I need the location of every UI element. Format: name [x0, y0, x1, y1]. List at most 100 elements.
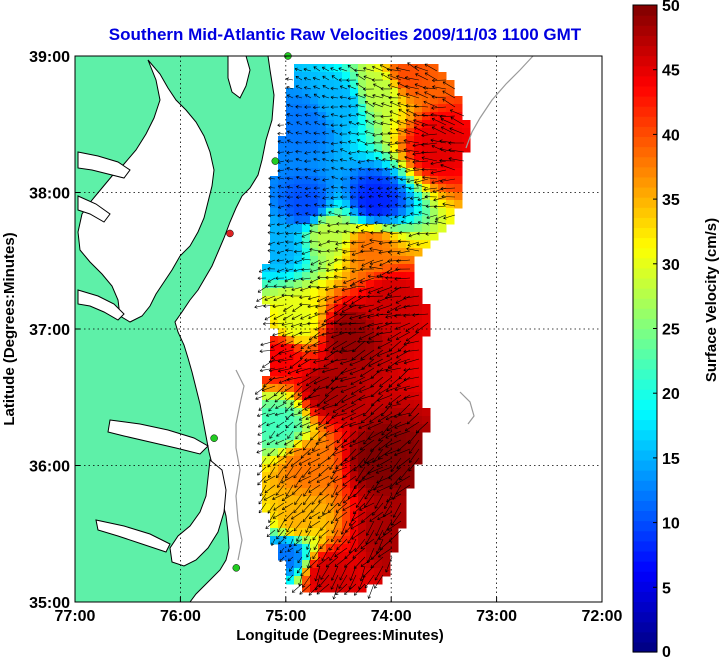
speed-cell — [310, 448, 319, 457]
speed-cell — [302, 296, 311, 305]
velocity-arrow — [324, 304, 339, 313]
velocity-arrow — [385, 556, 393, 573]
velocity-arrow — [332, 448, 348, 456]
speed-cell — [374, 472, 383, 481]
speed-cell — [374, 560, 383, 569]
speed-cell — [310, 520, 319, 529]
velocity-arrow — [410, 212, 420, 216]
velocity-arrow — [304, 105, 312, 109]
velocity-arrow — [387, 84, 402, 90]
velocity-arrow — [313, 85, 321, 90]
speed-cell — [454, 112, 463, 121]
speed-cell — [398, 200, 407, 209]
speed-cell — [358, 544, 367, 553]
velocity-arrow — [297, 556, 303, 564]
velocity-arrow — [347, 131, 357, 135]
velocity-arrow — [376, 349, 393, 357]
speed-cell — [382, 224, 391, 233]
speed-cell — [262, 504, 271, 513]
speed-cell — [302, 416, 311, 425]
speed-cell — [366, 96, 375, 105]
velocity-arrow — [339, 349, 357, 354]
speed-cell — [294, 416, 303, 425]
speed-cell — [398, 464, 407, 473]
speed-cell — [414, 208, 423, 217]
x-tick-label: 74:00 — [371, 608, 412, 625]
velocity-arrow — [286, 121, 294, 126]
colorbar-band — [633, 641, 657, 653]
velocity-arrow — [414, 65, 429, 72]
speed-cell — [358, 72, 367, 81]
speed-cell — [366, 248, 375, 257]
speed-cell — [334, 104, 343, 113]
velocity-arrow — [340, 185, 348, 190]
speed-cell — [374, 128, 383, 137]
speed-cell — [342, 512, 351, 521]
velocity-arrow — [350, 520, 366, 530]
speed-cell — [262, 480, 271, 489]
speed-cell — [406, 264, 415, 273]
colorbar-band — [633, 136, 657, 148]
colorbar-band — [633, 429, 657, 441]
speed-cell — [446, 200, 455, 209]
speed-cell — [286, 264, 295, 273]
velocity-arrow — [359, 439, 375, 451]
speed-cell — [350, 288, 359, 297]
speed-cell — [286, 160, 295, 169]
speed-cell — [278, 248, 287, 257]
velocity-arrow — [305, 194, 312, 198]
colorbar-tick-label: 50 — [662, 0, 680, 15]
velocity-arrow — [261, 385, 276, 392]
velocity-arrow — [296, 195, 303, 199]
speed-cell — [430, 200, 439, 209]
velocity-arrow — [386, 421, 402, 431]
speed-cell — [334, 568, 343, 577]
speed-cell — [382, 552, 391, 561]
speed-cell — [310, 464, 319, 473]
speed-cell — [342, 160, 351, 169]
velocity-arrow — [316, 285, 330, 290]
speed-cell — [414, 64, 423, 73]
x-tick-label: 76:00 — [160, 608, 201, 625]
speed-cell — [358, 128, 367, 137]
speed-cell — [326, 176, 335, 185]
velocity-arrow — [418, 211, 429, 216]
velocity-arrow — [329, 457, 339, 470]
speed-cell — [398, 224, 407, 233]
velocity-arrow — [324, 286, 339, 292]
speed-cell — [406, 144, 415, 153]
speed-cell — [286, 480, 295, 489]
velocity-arrow — [349, 205, 357, 209]
velocity-arrow — [305, 520, 312, 533]
speed-cell — [374, 464, 383, 473]
velocity-arrow — [289, 349, 303, 358]
velocity-arrow — [396, 119, 411, 126]
colorbar-band — [633, 571, 657, 582]
speed-cell — [374, 120, 383, 129]
velocity-arrow — [302, 466, 312, 478]
velocity-arrow — [376, 167, 384, 172]
colorbar-band — [633, 358, 657, 370]
speed-cell — [334, 64, 343, 73]
colorbar-band — [633, 277, 657, 289]
velocity-arrow — [375, 157, 384, 162]
speed-cell — [294, 472, 303, 481]
colorbar-band — [633, 35, 657, 47]
velocity-arrow — [323, 358, 339, 368]
velocity-arrow — [314, 565, 321, 582]
speed-cell — [310, 208, 319, 217]
speed-cell — [342, 320, 351, 329]
speed-cell — [390, 224, 399, 233]
velocity-arrow — [309, 277, 321, 284]
speed-cell — [286, 168, 295, 177]
speed-cell — [270, 224, 279, 233]
velocity-arrow — [322, 75, 330, 81]
velocity-arrow — [313, 93, 321, 99]
speed-cell — [318, 496, 327, 505]
speed-cell — [262, 408, 271, 417]
speed-cell — [294, 208, 303, 217]
speed-cell — [326, 232, 335, 241]
speed-cell — [270, 208, 279, 217]
velocity-arrow — [404, 118, 420, 126]
speed-cell — [278, 440, 287, 449]
